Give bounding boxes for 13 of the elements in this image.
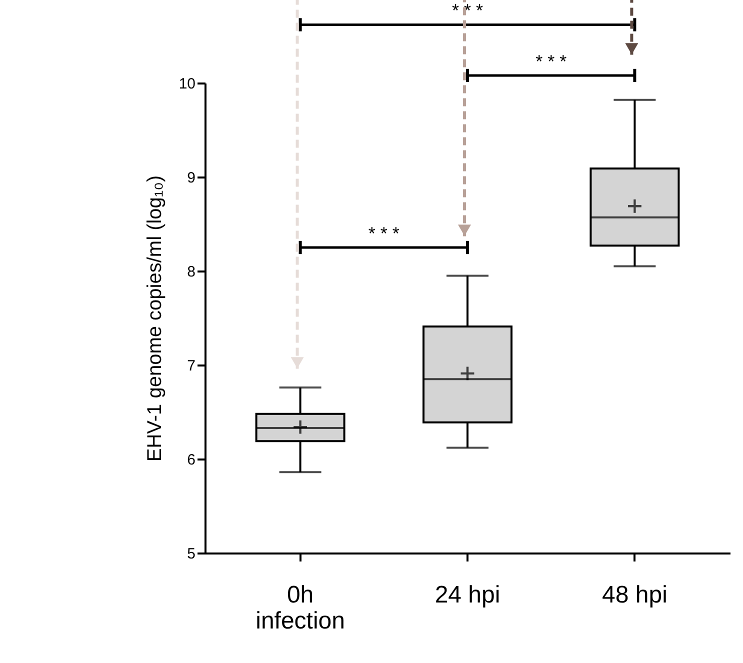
y-axis-title: EHV-1 genome copies/ml (log₁₀) [144,175,166,462]
y-tick-label: 8 [187,264,196,280]
x-tick-label: 48 hpi [602,582,668,608]
y-tick-label: 5 [187,546,196,562]
text: * * * [452,0,484,21]
x-tick-label: 24 hpi [434,582,500,608]
y-tick-label: 10 [178,76,196,92]
y-tick-label: 6 [187,452,196,468]
annotation: * * * [368,224,400,244]
text: * * * [536,51,567,72]
y-tick-label: 9 [187,170,196,186]
y-tick-label: 7 [187,358,196,374]
x-tick-label: 0h infection [256,582,345,634]
